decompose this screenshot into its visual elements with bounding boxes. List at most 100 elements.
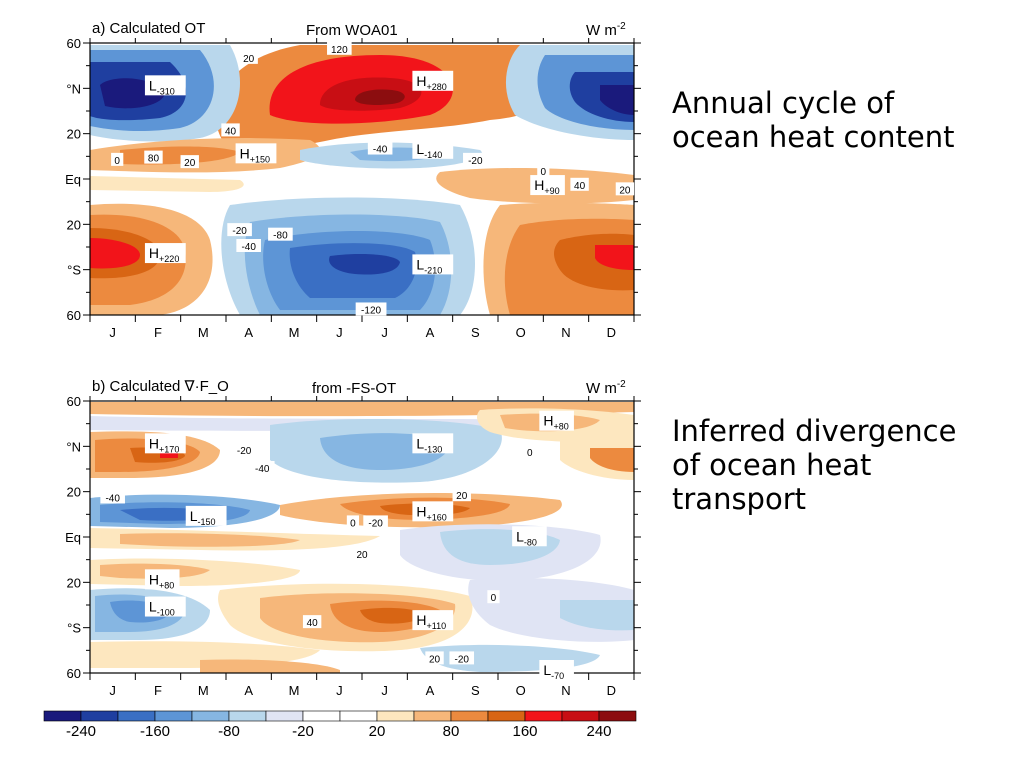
label-box	[236, 239, 261, 252]
label-text: H+170	[149, 435, 179, 454]
label-text: H+220	[149, 245, 179, 264]
y-tick-label: °N	[66, 81, 81, 96]
colorbar-segment	[450, 710, 489, 722]
y-tick-label: Eq	[65, 172, 81, 187]
colorbar-label: -160	[140, 723, 170, 740]
label-text: 0	[541, 167, 547, 178]
label-box	[180, 155, 199, 169]
contour-label: 80	[144, 150, 163, 165]
x-tick-label: A	[244, 683, 253, 698]
contour-label: -120	[355, 302, 387, 316]
label-text: L-150	[190, 508, 216, 527]
label-box	[615, 182, 635, 196]
colorbar-segment	[339, 710, 378, 722]
label-text: 40	[225, 126, 237, 137]
label-box	[463, 152, 488, 166]
colorbar-label: 240	[586, 723, 611, 740]
label-box	[512, 526, 547, 547]
label-box	[523, 445, 536, 459]
contour-label: 40	[221, 123, 240, 137]
label-box	[227, 223, 252, 237]
label-text: H+80	[149, 571, 174, 590]
panel-a-source: From WOA01	[306, 22, 398, 39]
label-text: L-80	[516, 528, 537, 547]
label-text: 120	[331, 45, 348, 56]
label-box	[111, 152, 124, 166]
contour-label: -20	[449, 651, 475, 665]
y-tick-label: 20	[67, 575, 81, 590]
label-box	[570, 177, 589, 191]
contour-label: 0	[346, 515, 360, 529]
panel-b-field	[90, 401, 634, 673]
label-box	[425, 651, 444, 665]
label-box	[412, 70, 454, 91]
x-tick-label: M	[198, 683, 209, 698]
caption-b-line: transport	[672, 482, 806, 516]
colorbar-segment	[117, 710, 156, 722]
label-text: 20	[184, 158, 196, 169]
panel-b-axes: J F M A M J J A S O N D 60 °N 20 Eq 20 °S 60	[65, 394, 641, 698]
x-tick-label: S	[471, 683, 480, 698]
label-box	[249, 461, 275, 474]
label-box	[412, 501, 454, 522]
label-box	[367, 141, 393, 155]
x-tick-label: D	[607, 683, 616, 698]
label-box	[231, 442, 257, 456]
colorbar-segment	[43, 710, 82, 722]
label-text: H+110	[416, 612, 446, 631]
x-tick-label: J	[381, 325, 388, 340]
colorbar-segment	[302, 710, 341, 722]
panel-b-annotations: H+170 L-130 H+80 L-150 H+160 L-80 H+80 L-100 H+1…	[100, 410, 574, 681]
caption-b-line: Inferred divergence	[672, 414, 957, 448]
label-box	[239, 50, 258, 64]
extremum-label: H+220	[144, 243, 186, 264]
x-tick-label: S	[471, 325, 480, 340]
y-tick-label: °N	[66, 439, 81, 454]
y-tick-label: Eq	[65, 530, 81, 545]
colorbar-label: -240	[66, 723, 96, 740]
label-box	[355, 302, 387, 316]
label-text: L-140	[416, 141, 442, 160]
caption-a-line: Annual cycle of	[672, 86, 895, 120]
x-tick-label: M	[289, 683, 300, 698]
label-text: H+160	[416, 503, 446, 522]
label-box	[487, 590, 500, 604]
colorbar-label: 20	[369, 723, 386, 740]
extremum-label: H+80	[539, 410, 574, 432]
contour-label: 20	[239, 50, 258, 65]
contour-label: -20	[363, 515, 388, 529]
colorbar-segment	[191, 710, 230, 722]
x-tick-label: J	[336, 325, 343, 340]
colorbar-segment	[228, 710, 267, 722]
extremum-label: H+170	[144, 433, 186, 454]
label-text: 0	[114, 156, 120, 167]
panel-a: a) Calculated OT From WOA01 W m-2	[65, 20, 641, 340]
label-box	[327, 41, 352, 55]
y-tick-label: 20	[67, 217, 81, 232]
contour-label: -20	[231, 442, 257, 457]
colorbar-segment	[80, 710, 119, 722]
label-box	[352, 547, 372, 561]
contour-label: 0	[111, 152, 124, 167]
colorbar-segment	[598, 710, 637, 722]
label-box	[449, 651, 475, 665]
label-text: -20	[232, 226, 247, 237]
label-text: -80	[273, 231, 288, 242]
label-text: 20	[619, 185, 631, 196]
label-box	[539, 660, 574, 680]
panel-b-source: from -FS-OT	[312, 380, 396, 397]
label-text: 40	[307, 618, 319, 629]
y-tick-label: 60	[67, 36, 81, 51]
contour-label: -40	[249, 461, 275, 475]
x-tick-label: O	[516, 325, 526, 340]
extremum-label: L-70	[539, 660, 574, 681]
label-box	[144, 75, 186, 96]
extremum-label: L-150	[185, 505, 227, 527]
contour-label: -40	[100, 490, 125, 504]
extremum-label: L-80	[512, 526, 547, 547]
extremum-label: L-310	[144, 75, 186, 96]
label-box	[144, 150, 163, 164]
label-text: -20	[468, 156, 483, 167]
colorbar-segment	[154, 710, 193, 722]
label-box	[144, 243, 186, 264]
